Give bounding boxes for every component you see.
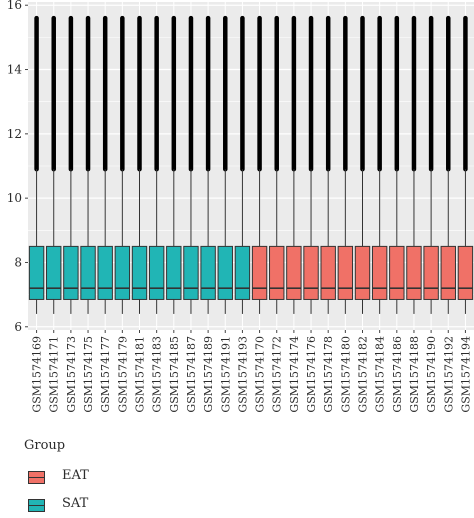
box-GSM1574172 bbox=[269, 15, 285, 314]
box-GSM1574189 bbox=[200, 15, 216, 314]
y-tick-label: 16 bbox=[7, 0, 22, 12]
x-tick-label: GSM1574175 bbox=[82, 336, 95, 413]
y-axis: 6 8 10 12 14 16 bbox=[7, 0, 28, 334]
x-axis: GSM1574169 GSM1574171 GSM1574173 GSM1574175… bbox=[31, 330, 472, 413]
x-tick-label: GSM1574173 bbox=[65, 336, 78, 413]
box-iqr bbox=[251, 245, 268, 300]
legend-key-eat bbox=[28, 471, 45, 484]
box-iqr bbox=[28, 245, 45, 300]
x-tick-label: GSM1574172 bbox=[271, 336, 284, 413]
box-iqr bbox=[234, 245, 251, 300]
y-tick-label: 6 bbox=[14, 320, 22, 334]
x-tick-label: GSM1574185 bbox=[168, 336, 181, 413]
box-GSM1574180 bbox=[337, 15, 354, 314]
box-iqr bbox=[63, 245, 79, 300]
boxes bbox=[28, 15, 474, 314]
box-iqr bbox=[303, 245, 319, 300]
x-tick-label: GSM1574170 bbox=[254, 336, 267, 413]
x-tick-label: GSM1574188 bbox=[408, 336, 421, 413]
box-GSM1574183 bbox=[148, 15, 165, 314]
y-tick-label: 8 bbox=[14, 255, 22, 269]
box-iqr bbox=[440, 245, 456, 300]
legend-key-sat bbox=[28, 499, 45, 512]
x-tick-label: GSM1574177 bbox=[99, 336, 112, 413]
legend-title: Group bbox=[24, 438, 66, 453]
x-tick-label: GSM1574182 bbox=[357, 336, 370, 413]
box-iqr bbox=[406, 245, 422, 300]
x-tick-label: GSM1574183 bbox=[151, 336, 164, 413]
x-tick-label: GSM1574189 bbox=[202, 336, 215, 413]
box-iqr bbox=[320, 245, 336, 300]
box-GSM1574182 bbox=[354, 15, 371, 314]
box-GSM1574187 bbox=[183, 15, 199, 314]
box-GSM1574184 bbox=[371, 15, 388, 314]
x-tick-label: GSM1574187 bbox=[185, 336, 198, 413]
box-GSM1574185 bbox=[166, 15, 182, 314]
x-tick-label: GSM1574171 bbox=[48, 336, 61, 413]
x-tick-label: GSM1574184 bbox=[374, 336, 387, 413]
box-GSM1574186 bbox=[389, 15, 405, 314]
box-iqr bbox=[457, 245, 474, 300]
box-GSM1574176 bbox=[303, 15, 319, 314]
box-iqr bbox=[337, 245, 354, 300]
box-GSM1574191 bbox=[217, 15, 233, 314]
x-tick-label: GSM1574192 bbox=[442, 336, 455, 413]
box-iqr bbox=[46, 245, 62, 300]
x-tick-label: GSM1574169 bbox=[31, 336, 44, 413]
box-iqr bbox=[183, 245, 199, 300]
box-iqr bbox=[371, 245, 388, 300]
x-tick-label: GSM1574190 bbox=[425, 336, 438, 413]
box-GSM1574175 bbox=[80, 15, 96, 314]
box-iqr bbox=[354, 245, 371, 300]
box-GSM1574192 bbox=[440, 15, 456, 314]
box-GSM1574179 bbox=[114, 15, 131, 314]
y-tick-label: 10 bbox=[7, 191, 22, 205]
x-tick-label: GSM1574194 bbox=[459, 336, 472, 413]
x-tick-label: GSM1574174 bbox=[288, 336, 301, 413]
box-iqr bbox=[97, 245, 113, 300]
box-GSM1574170 bbox=[251, 15, 268, 314]
box-iqr bbox=[286, 245, 302, 300]
box-iqr bbox=[166, 245, 182, 300]
x-tick-label: GSM1574176 bbox=[305, 336, 318, 413]
x-tick-label: GSM1574191 bbox=[219, 336, 232, 413]
legend-label-sat: SAT bbox=[62, 496, 89, 511]
x-tick-label: GSM1574178 bbox=[322, 336, 335, 413]
box-GSM1574190 bbox=[423, 15, 439, 314]
box-iqr bbox=[423, 245, 439, 300]
legend-label-eat: EAT bbox=[62, 468, 89, 483]
box-iqr bbox=[217, 245, 233, 300]
box-GSM1574194 bbox=[457, 15, 474, 314]
box-iqr bbox=[269, 245, 285, 300]
box-iqr bbox=[114, 245, 131, 300]
box-iqr bbox=[131, 245, 148, 300]
x-tick-label: GSM1574181 bbox=[134, 336, 147, 413]
box-iqr bbox=[200, 245, 216, 300]
box-GSM1574171 bbox=[46, 15, 62, 314]
box-GSM1574174 bbox=[286, 15, 302, 314]
x-tick-label: GSM1574179 bbox=[116, 336, 129, 413]
y-tick-label: 12 bbox=[7, 127, 22, 141]
box-iqr bbox=[80, 245, 96, 300]
box-GSM1574177 bbox=[97, 15, 113, 314]
box-GSM1574169 bbox=[28, 15, 45, 314]
box-GSM1574173 bbox=[63, 15, 79, 314]
box-GSM1574188 bbox=[406, 15, 422, 314]
box-GSM1574181 bbox=[131, 15, 148, 314]
box-iqr bbox=[389, 245, 405, 300]
box-GSM1574178 bbox=[320, 15, 336, 314]
legend: Group EAT SAT bbox=[24, 438, 224, 512]
box-GSM1574193 bbox=[234, 15, 251, 314]
x-tick-label: GSM1574180 bbox=[339, 336, 352, 413]
x-tick-label: GSM1574193 bbox=[236, 336, 249, 413]
box-iqr bbox=[148, 245, 165, 300]
y-tick-label: 14 bbox=[7, 63, 23, 77]
x-tick-label: GSM1574186 bbox=[391, 336, 404, 413]
